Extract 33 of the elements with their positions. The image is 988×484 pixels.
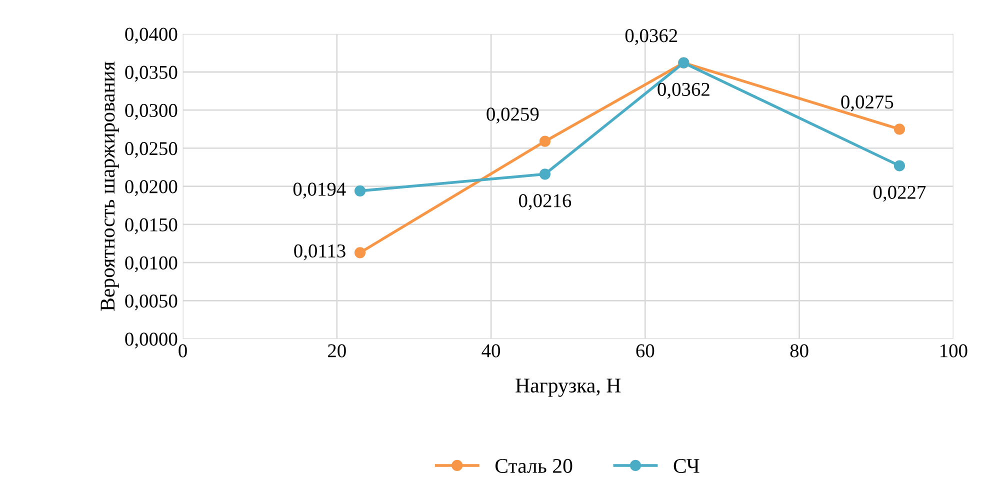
legend-label: СЧ (674, 458, 700, 473)
data-label: 0,0194 (293, 182, 346, 199)
y-tick-label: 0,0100 (125, 256, 178, 272)
x-tick-label: 100 (940, 344, 968, 358)
y-tick-label: 0,0350 (125, 66, 178, 82)
y-tick-label: 0,0300 (125, 104, 178, 120)
x-tick-label: 60 (636, 344, 654, 358)
point (354, 185, 366, 196)
legend-label: Сталь 20 (495, 458, 572, 473)
y-tick-label: 0,0150 (125, 218, 178, 234)
y-tick-label: 0,0050 (125, 294, 178, 310)
y-tick-label: 0,0200 (125, 180, 178, 196)
x-tick-label: 80 (790, 344, 808, 358)
x-tick-label: 20 (328, 344, 346, 358)
point (539, 136, 551, 147)
y-tick-label: 0,0000 (125, 332, 178, 349)
y-tick-label: 0,0250 (125, 142, 178, 158)
point (894, 124, 906, 135)
x-tick-label: 40 (482, 344, 500, 358)
point (539, 168, 551, 180)
point (354, 247, 366, 258)
y-tick-label: 0,0400 (125, 28, 178, 44)
data-label: 0,0362 (658, 82, 710, 99)
point (894, 160, 906, 172)
data-label: 0,0216 (518, 194, 572, 210)
data-label: 0,0362 (625, 29, 678, 46)
y-axis-title: Вероятность шаржирования (100, 62, 119, 311)
data-label: 0,0227 (873, 186, 926, 202)
data-label: 0,0113 (294, 244, 346, 260)
x-tick-label: 0 (178, 344, 187, 358)
data-label: 0,0259 (486, 108, 539, 124)
data-label: 0,0275 (841, 95, 894, 112)
x-axis-title: Нагрузка, Н (516, 378, 621, 397)
